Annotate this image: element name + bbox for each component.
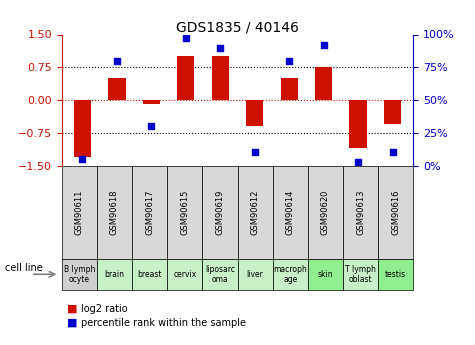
Point xyxy=(182,36,190,41)
Text: GSM90614: GSM90614 xyxy=(286,189,294,235)
Text: GSM90612: GSM90612 xyxy=(251,189,259,235)
Bar xyxy=(384,100,401,124)
Bar xyxy=(212,56,229,100)
Text: testis: testis xyxy=(385,270,406,279)
Text: T lymph
oblast: T lymph oblast xyxy=(345,265,376,284)
Bar xyxy=(246,100,263,126)
Text: liver: liver xyxy=(247,270,264,279)
Text: liposarc
oma: liposarc oma xyxy=(205,265,235,284)
Text: GSM90616: GSM90616 xyxy=(391,189,400,235)
Text: GSM90620: GSM90620 xyxy=(321,189,330,235)
Text: GSM90615: GSM90615 xyxy=(180,189,189,235)
Text: GDS1835 / 40146: GDS1835 / 40146 xyxy=(176,21,299,35)
Point xyxy=(389,150,396,155)
Point xyxy=(113,58,121,63)
Text: cervix: cervix xyxy=(173,270,196,279)
Text: GSM90611: GSM90611 xyxy=(75,189,84,235)
Text: macroph
age: macroph age xyxy=(273,265,307,284)
Text: percentile rank within the sample: percentile rank within the sample xyxy=(81,318,246,327)
Text: brain: brain xyxy=(104,270,124,279)
Text: skin: skin xyxy=(318,270,333,279)
Point xyxy=(148,124,155,129)
Bar xyxy=(142,100,160,104)
Point xyxy=(217,45,224,50)
Point xyxy=(251,150,258,155)
Text: ■: ■ xyxy=(66,304,77,314)
Text: B lymph
ocyte: B lymph ocyte xyxy=(64,265,95,284)
Text: log2 ratio: log2 ratio xyxy=(81,304,127,314)
Text: GSM90617: GSM90617 xyxy=(145,189,154,235)
Text: cell line: cell line xyxy=(5,263,42,273)
Bar xyxy=(350,100,367,148)
Bar xyxy=(281,78,298,100)
Point xyxy=(285,58,293,63)
Point xyxy=(320,42,327,48)
Text: ■: ■ xyxy=(66,318,77,327)
Text: GSM90618: GSM90618 xyxy=(110,189,119,235)
Bar xyxy=(74,100,91,157)
Bar xyxy=(108,78,125,100)
Text: GSM90619: GSM90619 xyxy=(216,189,224,235)
Bar xyxy=(177,56,194,100)
Point xyxy=(79,156,86,162)
Bar xyxy=(315,67,332,100)
Point xyxy=(354,159,362,165)
Text: GSM90613: GSM90613 xyxy=(356,189,365,235)
Text: breast: breast xyxy=(137,270,162,279)
